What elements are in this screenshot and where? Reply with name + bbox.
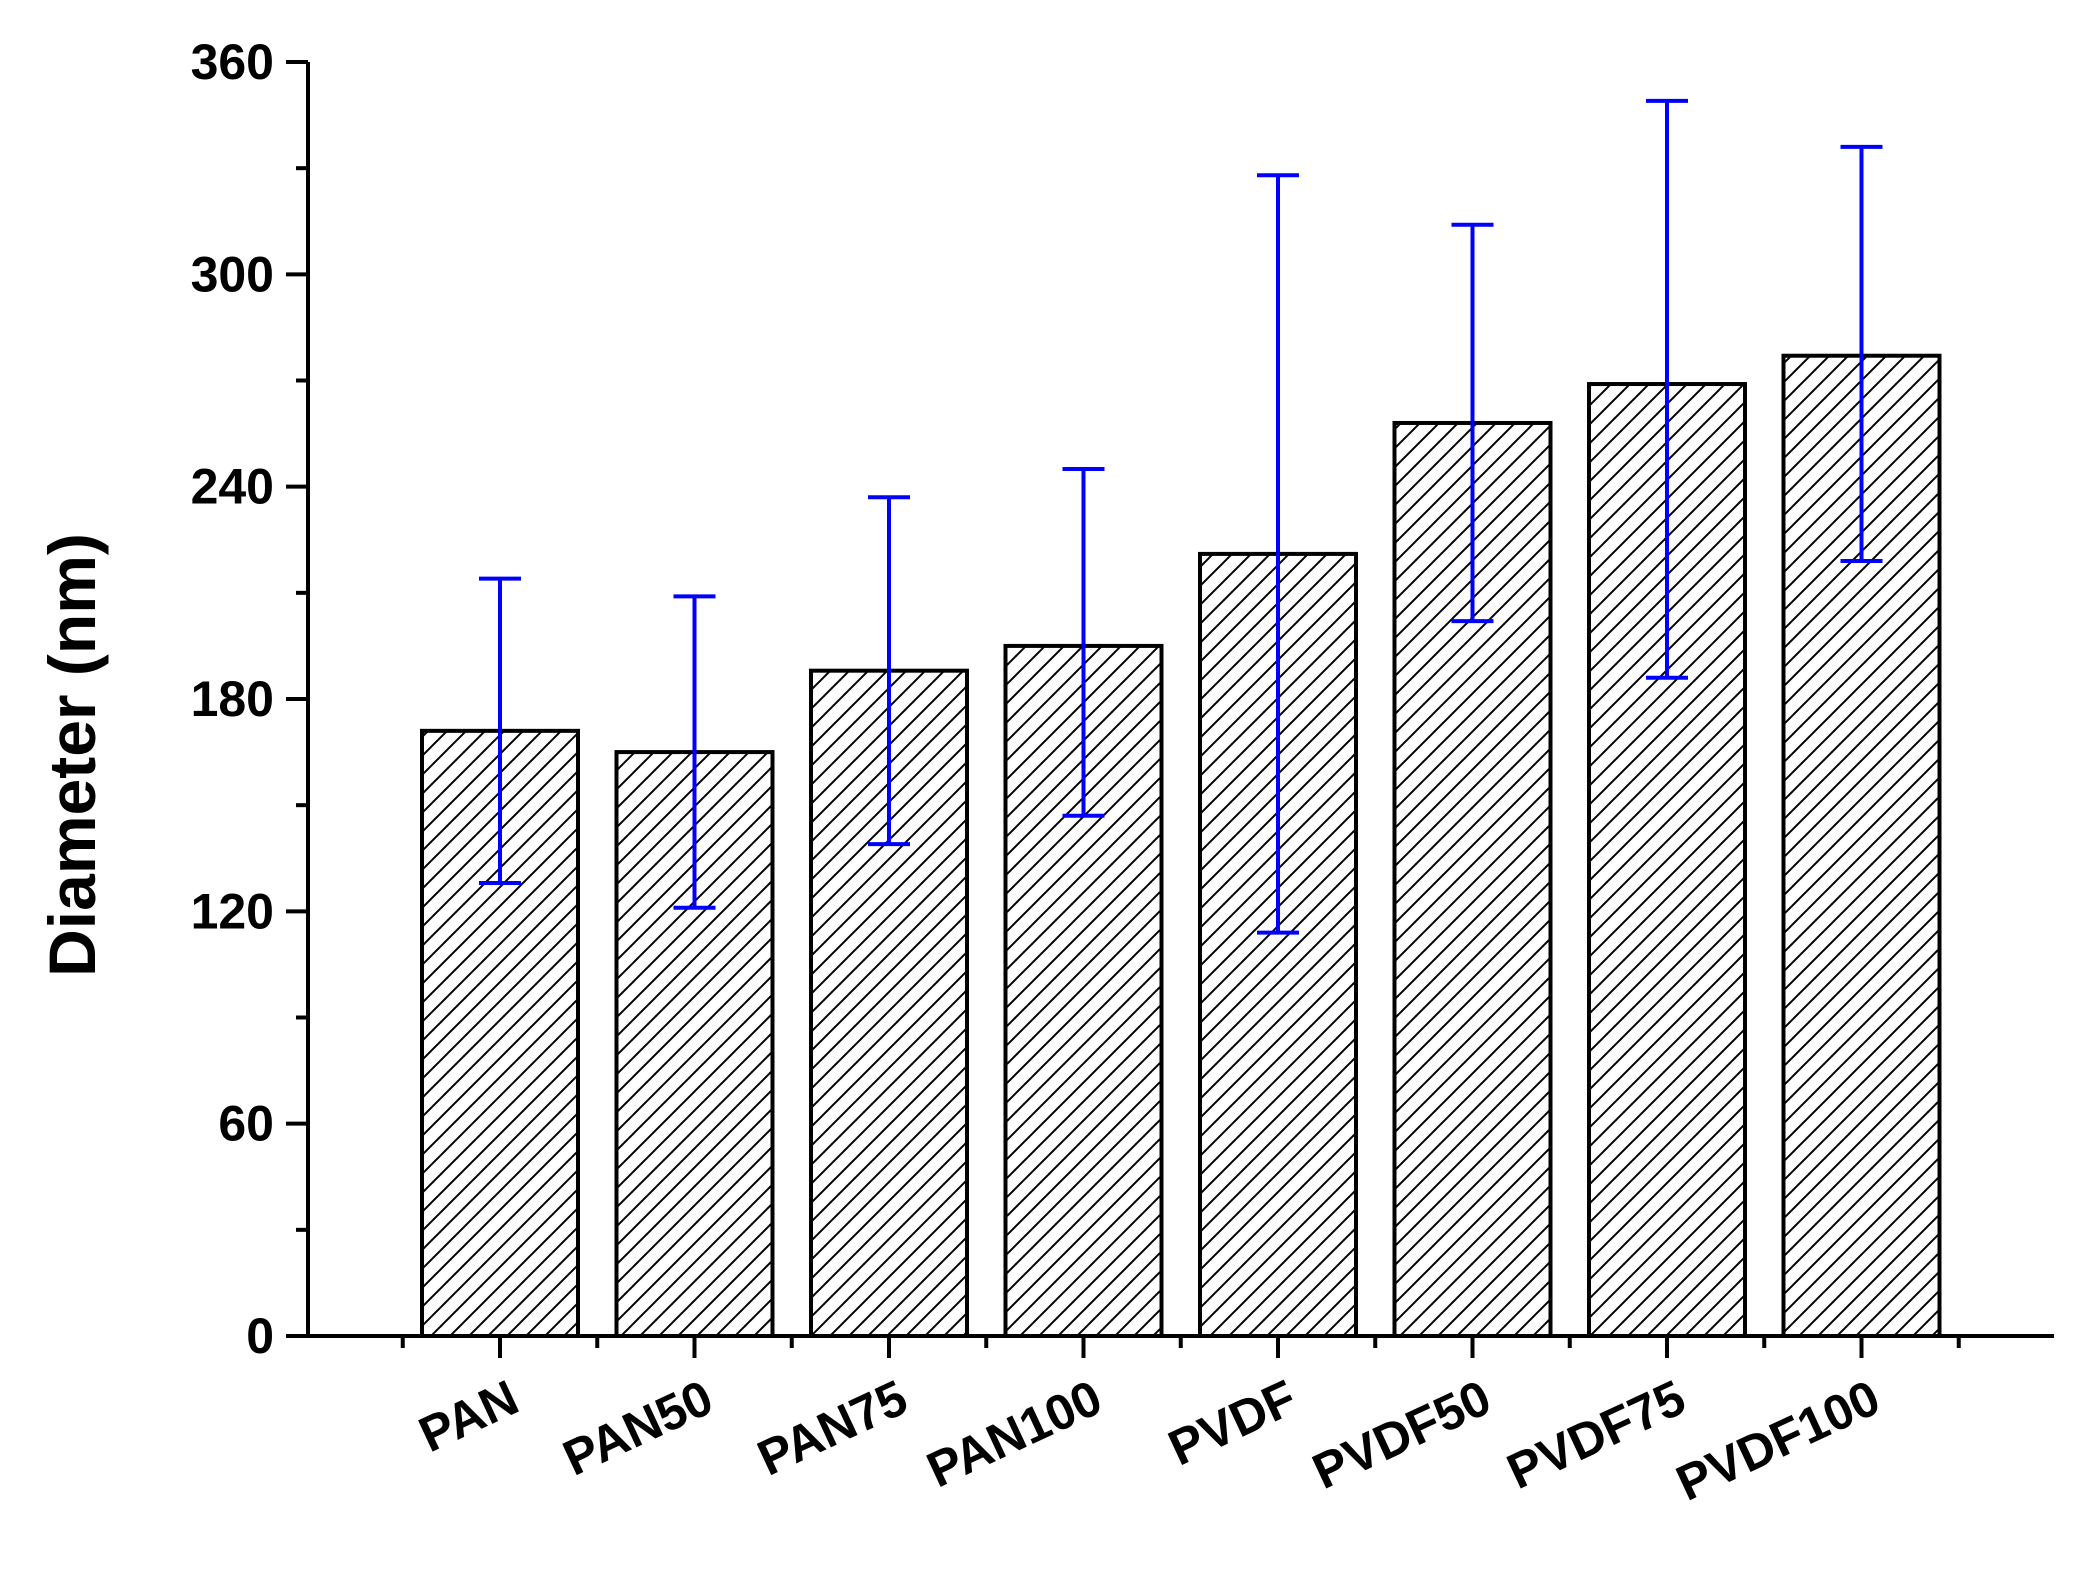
error-bar-pvdf50: [1451, 222, 1494, 624]
x-tick-label-pan50: PAN50: [555, 1369, 721, 1486]
y-tick-label: 120: [191, 883, 274, 939]
y-tick-label: 60: [218, 1096, 274, 1152]
x-tick-label-pan75: PAN75: [749, 1369, 915, 1486]
x-tick-label-pvdf100: PVDF100: [1668, 1369, 1888, 1511]
y-tick-label: 360: [191, 34, 274, 90]
error-bar-pvdf100: [1840, 144, 1883, 563]
error-bar-pan: [479, 576, 521, 886]
x-tick-label-pan100: PAN100: [919, 1369, 1111, 1498]
error-bar-pan75: [868, 495, 910, 847]
error-bar-pvdf: [1257, 173, 1299, 935]
error-bars-group: [479, 98, 1883, 935]
y-tick-label: 180: [191, 671, 274, 727]
x-tick-label-pvdf: PVDF: [1160, 1369, 1305, 1476]
error-bar-pvdf75: [1646, 98, 1688, 680]
error-bar-pan100: [1062, 466, 1105, 818]
x-tick-label-pvdf50: PVDF50: [1304, 1369, 1499, 1500]
y-tick-label: 0: [246, 1308, 274, 1364]
x-tick-label-pan: PAN: [411, 1369, 527, 1463]
y-axis-title: Diameter (nm): [35, 533, 109, 977]
x-tick-label-pvdf75: PVDF75: [1499, 1369, 1694, 1500]
y-tick-label: 300: [191, 246, 274, 302]
error-bar-pan50: [673, 594, 716, 910]
axes-group: [286, 60, 2054, 1358]
bars-group: [420, 353, 1942, 1338]
y-tick-label: 240: [191, 459, 274, 515]
